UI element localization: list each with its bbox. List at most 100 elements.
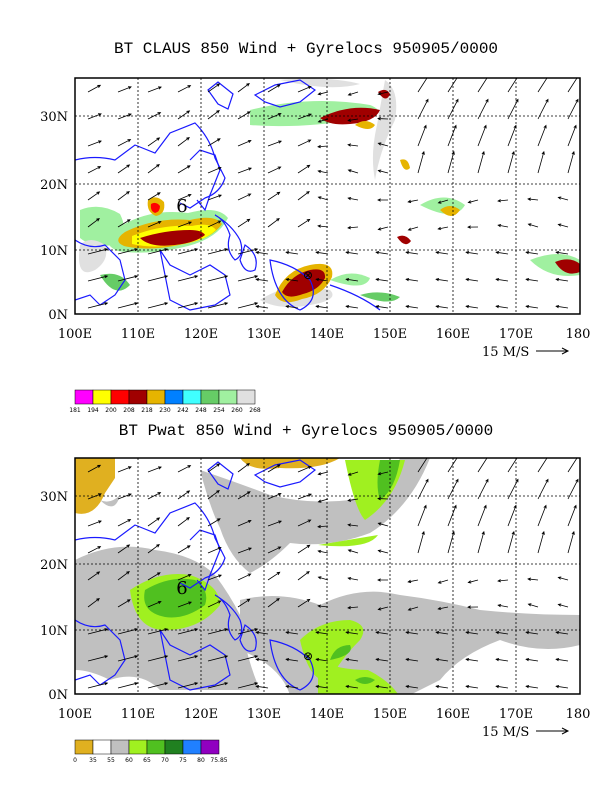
wind-arrow (525, 277, 539, 282)
wind-arrow (177, 221, 193, 228)
wind-arrow (177, 573, 192, 581)
colorbar-label: 181 (69, 407, 81, 414)
svg-text:160E: 160E (436, 707, 470, 722)
colorbar-label: 0 (73, 757, 77, 764)
wind-arrow (555, 250, 569, 255)
wind-arrow (507, 530, 515, 554)
wind-arrow (117, 571, 130, 581)
wind-arrow (465, 277, 479, 282)
colorbar-swatch (146, 739, 166, 755)
wind-arrow (405, 630, 419, 635)
wind-arrow (377, 578, 389, 582)
wind-arrow (347, 226, 359, 230)
wind-arrow (507, 458, 518, 473)
wind-arrow (177, 248, 199, 255)
wind-arrow (317, 144, 329, 149)
wind-arrow (117, 628, 139, 635)
panel2-wind-vectors (87, 458, 579, 689)
svg-text:160E: 160E (436, 327, 470, 342)
wind-arrow (555, 657, 569, 662)
wind-arrow (285, 277, 299, 282)
svg-text:30N: 30N (40, 110, 68, 125)
wind-arrow (297, 218, 311, 228)
wind-arrow (555, 684, 569, 689)
wind-arrow (477, 98, 489, 120)
wind-arrow (447, 124, 457, 147)
wind-arrow (147, 600, 162, 608)
svg-text:150E: 150E (373, 327, 407, 342)
wind-arrow (555, 630, 569, 635)
wind-arrow (285, 630, 299, 635)
wind-arrow (237, 302, 259, 309)
wind-arrow (147, 655, 169, 662)
wind-arrow (177, 193, 192, 201)
wind-arrow (87, 493, 102, 500)
wind-arrow (417, 78, 428, 93)
wind-arrow (177, 545, 191, 554)
wind-arrow (497, 199, 509, 203)
wind-arrow (117, 139, 132, 147)
wind-arrow (207, 682, 229, 689)
wind-arrow (297, 465, 312, 473)
panel2-pwat-fill (75, 458, 580, 694)
colorbar-swatch (146, 389, 166, 405)
wind-arrow (237, 598, 251, 608)
colorbar-swatch (128, 389, 148, 405)
wind-arrow (377, 169, 389, 174)
wind-arrow (507, 78, 518, 93)
wind-arrow (435, 657, 449, 662)
wind-arrow (207, 490, 220, 500)
wind-arrow (297, 493, 313, 500)
colorbar-label: 218 (141, 407, 153, 414)
wind-arrow (537, 504, 547, 527)
wind-arrow (465, 657, 479, 662)
wind-arrow (537, 98, 549, 120)
wind-arrow (507, 124, 517, 147)
wind-arrow (255, 657, 269, 662)
wind-arrow (345, 277, 359, 282)
wind-arrow (567, 504, 577, 527)
wind-arrow (147, 86, 162, 93)
wind-arrow (207, 138, 221, 147)
wind-arrow (207, 220, 222, 228)
wind-arrow (207, 546, 222, 554)
wind-arrow (435, 277, 449, 282)
wind-arrow (207, 574, 223, 581)
wind-arrow (467, 579, 479, 584)
wind-arrow (347, 606, 359, 610)
wind-arrow (237, 167, 253, 174)
wind-arrow (557, 576, 569, 581)
colorbar-label: 260 (231, 407, 243, 414)
wind-arrow (345, 630, 359, 635)
wind-arrow (525, 304, 539, 309)
wind-arrow (117, 164, 131, 174)
wind-arrow (237, 628, 259, 635)
wind-arrow (207, 83, 221, 93)
panel2-scale-label: 15 M/S (482, 725, 529, 740)
wind-arrow (405, 250, 419, 255)
wind-arrow (435, 630, 449, 635)
svg-text:110E: 110E (121, 327, 155, 342)
wind-arrow (405, 304, 419, 309)
wind-arrow (375, 630, 389, 635)
wind-arrow (567, 98, 579, 120)
wind-arrow (405, 684, 419, 689)
panel2-frame (74, 457, 581, 695)
wind-arrow (507, 504, 517, 527)
svg-text:0N: 0N (48, 308, 68, 323)
wind-arrow (497, 579, 509, 583)
colorbar-swatch (74, 739, 94, 755)
wind-arrow (117, 466, 132, 473)
svg-text:10N: 10N (40, 624, 68, 639)
wind-arrow (495, 630, 509, 635)
wind-arrow (537, 78, 548, 93)
wind-arrow (147, 137, 161, 147)
wind-arrow (147, 192, 161, 201)
wind-arrow (87, 302, 109, 309)
wind-arrow (147, 628, 169, 635)
wind-arrow (467, 225, 479, 229)
wind-arrow (237, 519, 252, 527)
wind-arrow (375, 657, 389, 662)
wind-arrow (87, 655, 109, 662)
svg-text:170E: 170E (499, 327, 533, 342)
